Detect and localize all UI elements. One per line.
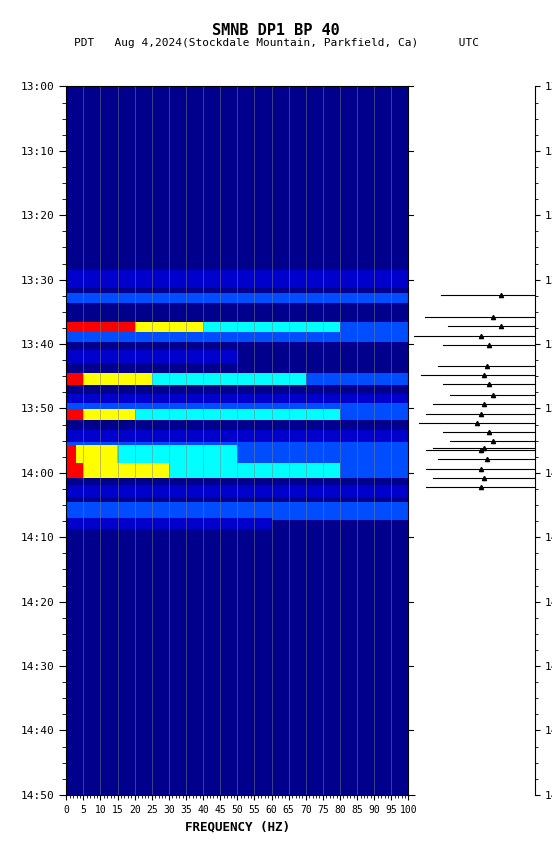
X-axis label: FREQUENCY (HZ): FREQUENCY (HZ) [185, 820, 290, 833]
Text: SMNB DP1 BP 40: SMNB DP1 BP 40 [212, 22, 340, 38]
Text: PDT   Aug 4,2024(Stockdale Mountain, Parkfield, Ca)      UTC: PDT Aug 4,2024(Stockdale Mountain, Parkf… [73, 38, 479, 48]
